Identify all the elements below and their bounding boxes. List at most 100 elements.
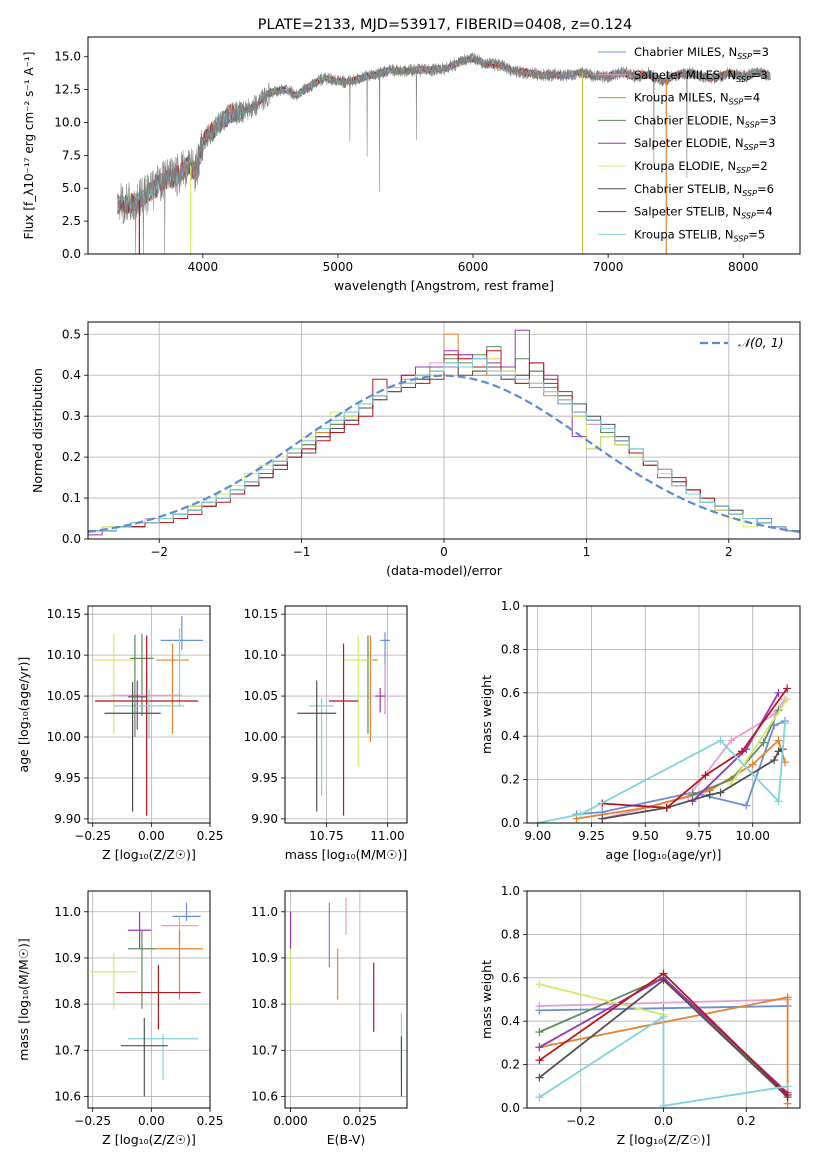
panels: 4000 5000 6000 7000 80000.02.55.07.510.012.5…: [16, 36, 801, 1147]
mass-weight-line: [576, 720, 786, 816]
x-tick-label: 10.75: [309, 829, 343, 843]
y-tick-label: 10.8: [54, 997, 81, 1011]
age-vs-metallicity-frame: [87, 605, 211, 824]
legend-label: Salpeter MILES, NSSP=3: [634, 68, 768, 84]
x-tick-label: 8000: [728, 260, 759, 274]
x-axis-label: mass [log₁₀(M/M☉)]: [285, 847, 407, 862]
y-tick-label: 10.05: [47, 689, 81, 703]
spectrum-frame: [87, 36, 801, 255]
x-tick-label: 9.50: [632, 829, 659, 843]
mass-weight-line: [538, 1015, 788, 1107]
y-tick-label: 0.0: [62, 532, 81, 546]
x-tick-label: −0.25: [74, 1114, 111, 1128]
x-tick-label: 0.000: [273, 1114, 307, 1128]
y-tick-label: 7.5: [62, 148, 81, 162]
y-tick-label: 0.8: [501, 927, 520, 941]
x-axis-label: (data-model)/error: [386, 563, 503, 578]
y-tick-label: 10.0: [54, 115, 81, 129]
x-tick-label: 0.0: [654, 1114, 673, 1128]
x-tick-label: 5000: [323, 260, 354, 274]
x-axis-label: Z [log₁₀(Z/Z☉)]: [102, 1132, 196, 1147]
y-tick-label: 10.9: [251, 951, 278, 965]
x-tick-label: 6000: [458, 260, 489, 274]
figure-title: PLATE=2133, MJD=53917, FIBERID=0408, z=0…: [258, 17, 632, 33]
y-axis-label: mass [log₁₀(M/M☉)]: [16, 938, 31, 1060]
x-tick-label: −2: [150, 545, 168, 559]
y-tick-label: 0.8: [501, 642, 520, 656]
x-axis-label: wavelength [Angstrom, rest frame]: [334, 278, 554, 293]
histogram-legend: 𝒩(0, 1): [700, 335, 784, 350]
y-tick-label: 10.10: [47, 648, 81, 662]
mass-weight-line: [539, 983, 664, 1016]
legend-label: 𝒩(0, 1): [738, 335, 784, 350]
x-tick-label: 0.00: [138, 829, 165, 843]
mass-weight-line: [539, 998, 788, 1007]
legend-label: Salpeter STELIB, NSSP=4: [634, 205, 773, 221]
y-tick-label: 0.6: [501, 971, 520, 985]
y-tick-label: 0.4: [501, 729, 520, 743]
mass-weight-vs-metallicity-frame: [526, 890, 801, 1109]
y-tick-label: 10.00: [244, 730, 278, 744]
x-tick-label: 0.2: [737, 1114, 756, 1128]
histogram-series: [88, 358, 800, 539]
age-vs-mass-errorbars: [297, 632, 398, 816]
x-tick-label: 10.00: [736, 829, 770, 843]
residual-histogram-frame: [87, 321, 801, 540]
x-tick-label: 9.25: [578, 829, 605, 843]
y-axis-label: Normed distribution: [30, 368, 45, 493]
age-vs-mass-axes: 10.75 11.00 9.90 9.95 10.00 10.05 10.10 10.15 ma…: [244, 606, 407, 862]
y-axis-label: mass weight: [479, 675, 494, 754]
mass-vs-extinction-frame: [284, 890, 408, 1109]
mass-weight-line: [692, 709, 780, 796]
mass-weight-line: [730, 698, 788, 785]
mass-vs-metallicity-frame: [87, 890, 211, 1109]
histogram-steps: [88, 329, 800, 539]
y-axis-label: age [log₁₀(age/yr)]: [16, 657, 31, 773]
y-axis-label: mass weight: [479, 960, 494, 1039]
y-tick-label: 10.00: [47, 730, 81, 744]
x-tick-label: 7000: [593, 260, 624, 274]
y-tick-label: 9.90: [54, 812, 81, 826]
y-tick-label: 12.5: [54, 83, 81, 97]
mass-vs-extinction-errorbars: [289, 897, 403, 1097]
y-tick-label: 0.4: [501, 1014, 520, 1028]
y-tick-label: 9.90: [251, 812, 278, 826]
mass-vs-extinction-axes: 0.000 0.025 10.6 10.7 10.8 10.9 11.0 E(B-V): [251, 891, 407, 1147]
x-tick-label: 0.25: [197, 829, 224, 843]
y-tick-label: 0.0: [501, 816, 520, 830]
y-tick-label: 10.7: [54, 1043, 81, 1057]
mass-weight-vs-metallicity-axes: −0.2 0.0 0.2 0.0 0.2 0.4 0.6 0.8 1.0 Z [log₁₀(Z/Z…: [479, 884, 800, 1147]
y-tick-label: 0.5: [62, 327, 81, 341]
legend-label: Kroupa STELIB, NSSP=5: [634, 227, 765, 243]
x-tick-label: 0: [440, 545, 448, 559]
legend-label: Chabrier MILES, NSSP=3: [634, 45, 769, 61]
y-tick-label: 0.0: [501, 1101, 520, 1115]
mass-weight-vs-metallicity-lines: [535, 969, 792, 1108]
observed-spectrum-line: [117, 52, 771, 254]
x-tick-label: −0.25: [74, 829, 111, 843]
x-tick-label: 4000: [188, 260, 219, 274]
y-tick-label: 10.9: [54, 951, 81, 965]
x-tick-label: 11.00: [370, 829, 404, 843]
age-vs-metallicity-errorbars: [92, 615, 203, 816]
x-tick-label: 9.00: [524, 829, 551, 843]
legend-label: Kroupa ELODIE, NSSP=2: [634, 159, 768, 175]
y-tick-label: 10.15: [244, 607, 278, 621]
y-tick-label: 0.4: [62, 368, 81, 382]
y-tick-label: 0.2: [62, 450, 81, 464]
x-axis-label: Z [log₁₀(Z/Z☉)]: [617, 1132, 711, 1147]
x-axis-label: Z [log₁₀(Z/Z☉)]: [102, 847, 196, 862]
y-tick-label: 10.10: [244, 648, 278, 662]
y-tick-label: 0.2: [501, 773, 520, 787]
y-tick-label: 1.0: [501, 599, 520, 613]
y-tick-label: 9.95: [54, 771, 81, 785]
y-tick-label: 10.8: [251, 997, 278, 1011]
y-tick-label: 10.6: [54, 1089, 81, 1103]
x-tick-label: 0.025: [343, 1114, 377, 1128]
y-tick-label: 0.3: [62, 409, 81, 423]
y-tick-label: 5.0: [62, 181, 81, 195]
y-tick-label: 0.2: [501, 1058, 520, 1072]
y-tick-label: 10.15: [47, 607, 81, 621]
